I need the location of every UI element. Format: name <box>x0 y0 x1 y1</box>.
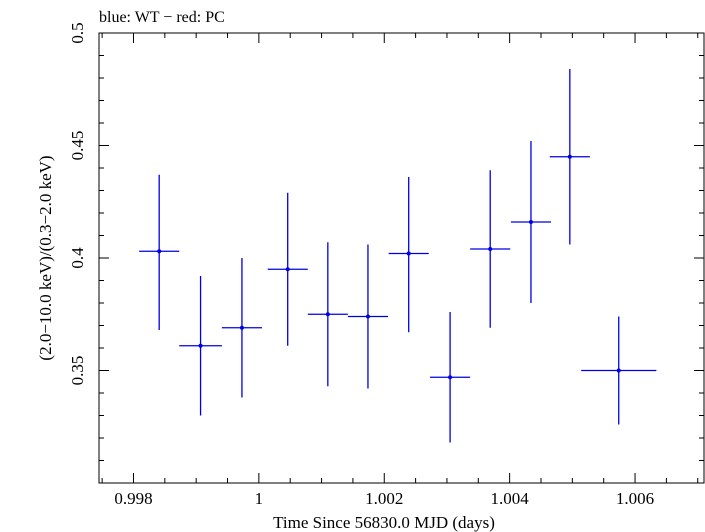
data-marker <box>365 314 370 319</box>
x-tick-label: 1.002 <box>365 489 403 508</box>
data-point <box>179 276 222 416</box>
data-point <box>139 174 180 330</box>
data-point <box>581 316 657 425</box>
data-marker <box>325 312 330 317</box>
data-marker <box>488 247 493 251</box>
data-marker <box>285 267 290 272</box>
data-marker <box>616 368 621 373</box>
y-tick-label: 0.4 <box>68 247 87 269</box>
data-marker <box>528 220 533 224</box>
y-tick-label: 0.35 <box>68 356 87 386</box>
data-marker <box>406 251 411 256</box>
y-tick-label: 0.45 <box>68 131 87 161</box>
axis-ticks <box>99 32 704 484</box>
data-point <box>470 170 511 328</box>
x-tick-label: 1.004 <box>491 489 530 508</box>
y-tick-label: 0.5 <box>68 22 87 43</box>
data-point <box>267 192 308 346</box>
data-point <box>430 312 471 443</box>
y-axis-label: (2.0−10.0 keV)/(0.3−2.0 keV) <box>36 155 55 360</box>
axis-tick-labels: 0.998 1 1.002 1.004 1.006 0.35 0.4 0.45 0.5 <box>68 22 654 508</box>
x-tick-label: 1.006 <box>616 489 654 508</box>
data-point <box>221 258 263 398</box>
plot-frame <box>98 32 705 484</box>
data-marker <box>157 249 162 254</box>
data-point <box>510 141 552 303</box>
data-point <box>549 69 590 245</box>
chart-title: blue: WT − red: PC <box>99 9 225 26</box>
data-marker <box>198 343 203 348</box>
data-point <box>388 177 429 333</box>
x-tick-label: 1 <box>255 489 264 508</box>
data-marker <box>239 325 244 330</box>
data-points <box>139 69 657 443</box>
data-point <box>347 244 389 389</box>
data-marker <box>567 154 572 159</box>
data-marker <box>448 375 453 380</box>
x-tick-label: 0.998 <box>114 489 152 508</box>
x-axis-label: Time Since 56830.0 MJD (days) <box>273 513 495 532</box>
data-point <box>307 242 348 387</box>
